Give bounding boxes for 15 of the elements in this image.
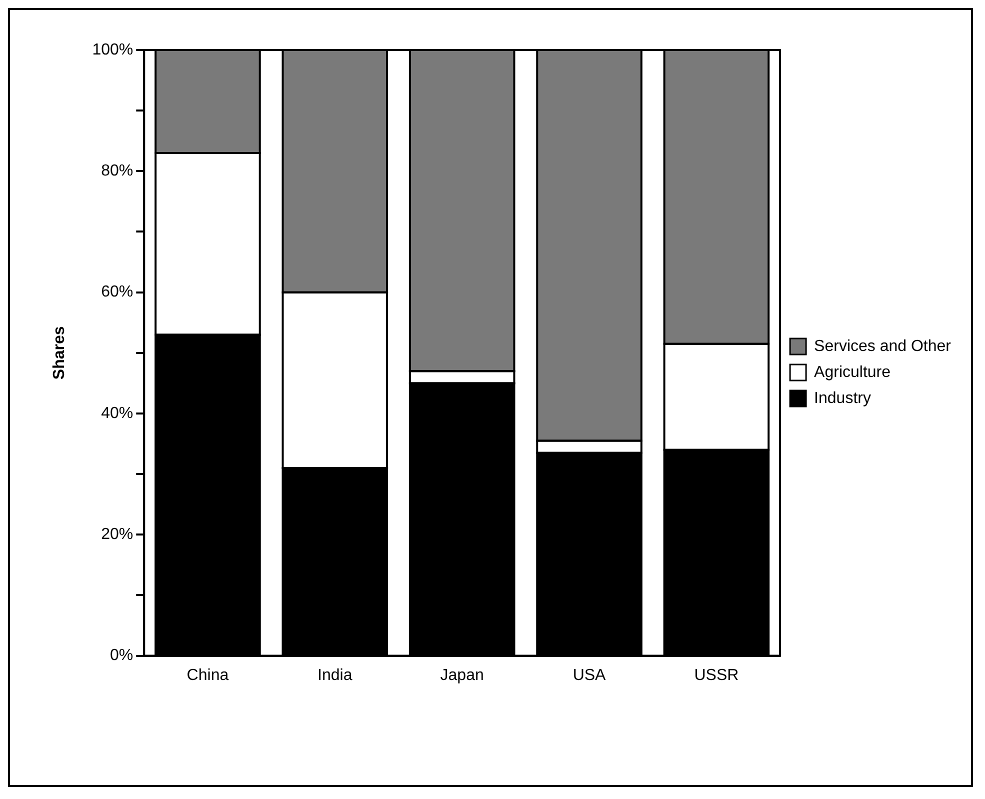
x-tick-label: USSR bbox=[694, 666, 739, 684]
legend-label: Services and Other bbox=[814, 338, 952, 355]
legend-label: Agriculture bbox=[814, 364, 891, 381]
y-tick-label: 60% bbox=[101, 284, 134, 301]
y-tick-label: 100% bbox=[92, 41, 134, 58]
x-tick-label: China bbox=[186, 666, 229, 684]
y-tick-label: 40% bbox=[101, 404, 134, 422]
y-tick-label: 0% bbox=[110, 647, 134, 664]
y-tick-label: 80% bbox=[101, 162, 134, 180]
x-tick-label: USA bbox=[572, 666, 606, 684]
x-tick-label: India bbox=[318, 666, 352, 684]
y-tick-label: 20% bbox=[101, 526, 134, 544]
legend-label: Industry bbox=[814, 390, 871, 407]
y-axis-title: Shares bbox=[51, 326, 68, 380]
x-tick-label: Japan bbox=[440, 666, 484, 684]
